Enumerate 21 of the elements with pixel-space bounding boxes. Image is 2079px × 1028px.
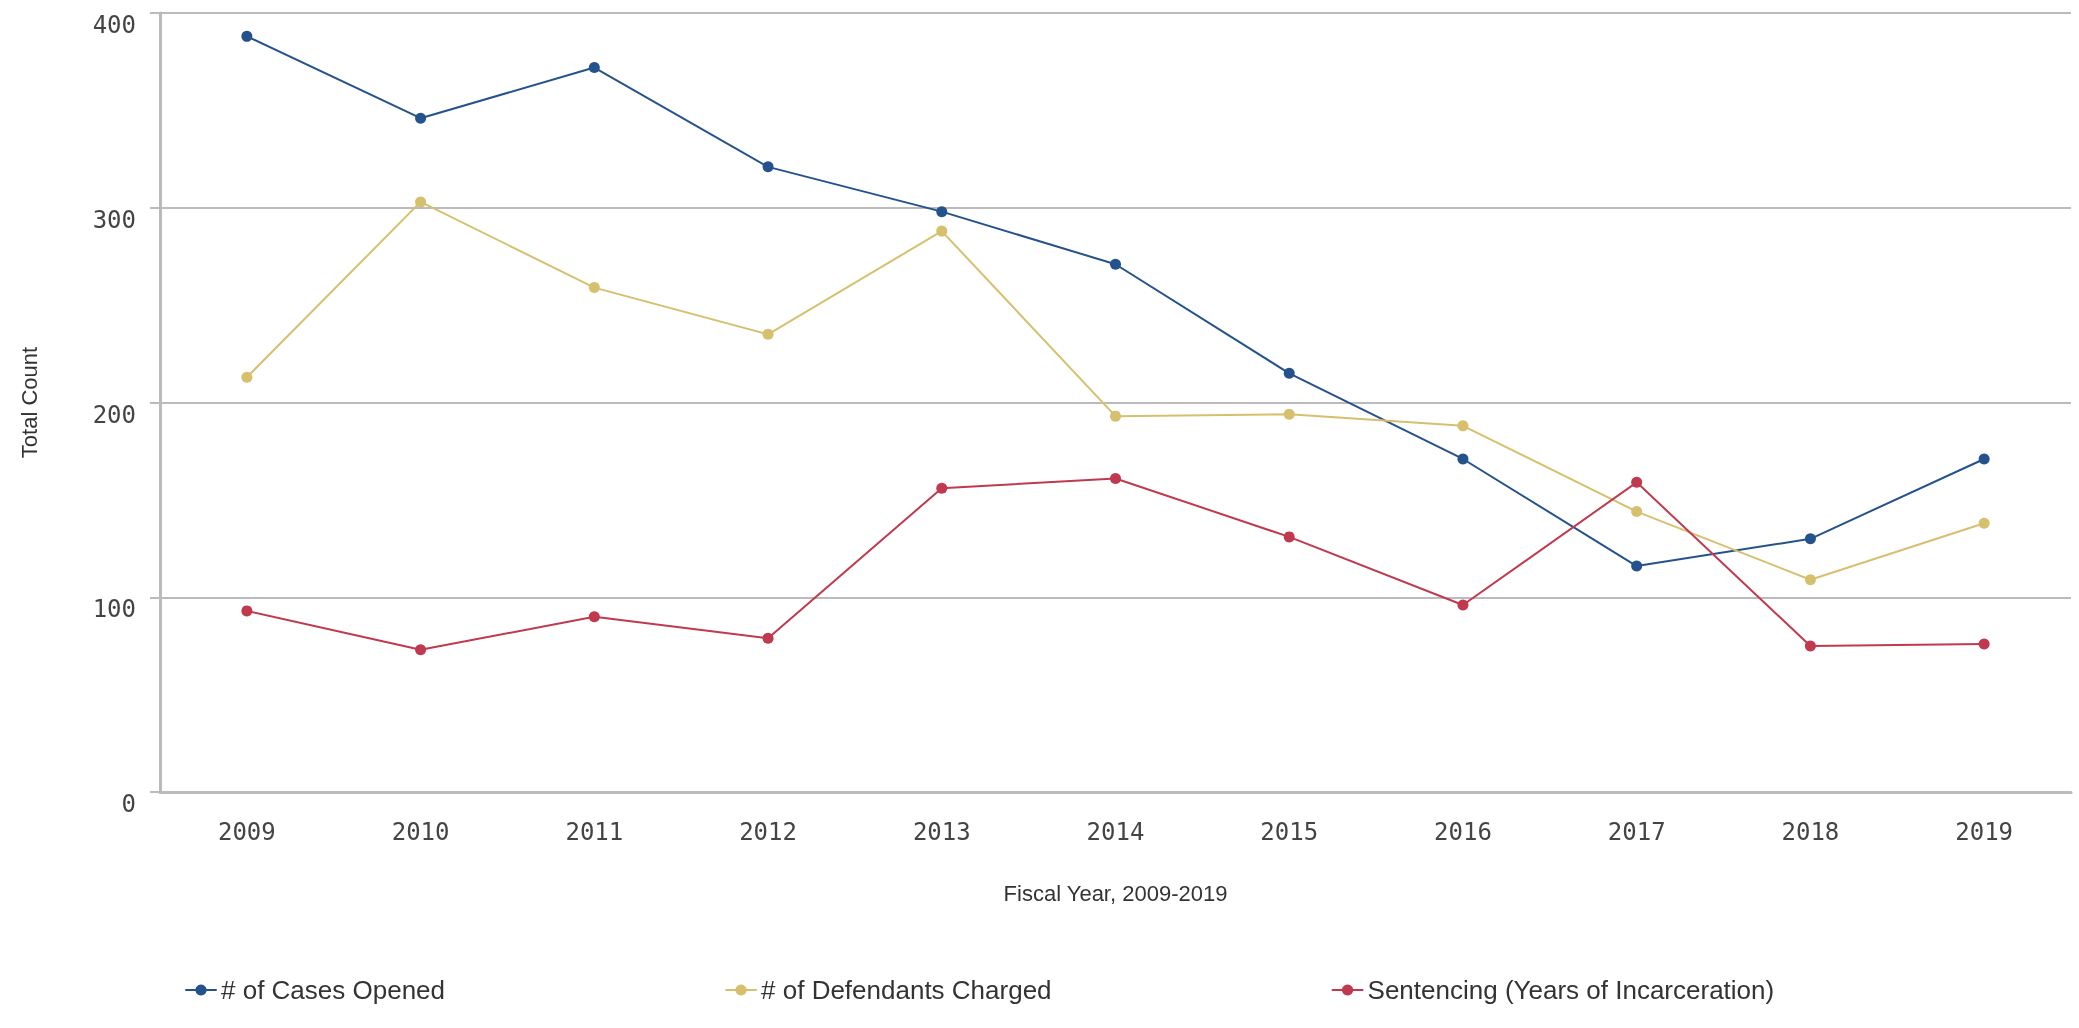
x-tick-label: 2019: [1955, 818, 2014, 846]
legend-label: Sentencing (Years of Incarceration): [1367, 975, 1775, 1005]
y-tick-label: 200: [92, 400, 136, 429]
x-tick-label: 2009: [217, 818, 276, 846]
x-tick-label: 2010: [391, 818, 450, 846]
y-axis-title: Total Count: [16, 346, 42, 459]
x-tick-label: 2018: [1781, 818, 1840, 846]
x-tick-label: 2016: [1434, 818, 1492, 846]
y-tick-label: 0: [121, 790, 136, 818]
x-tick-label: 2011: [565, 818, 624, 846]
x-tick-label: 2013: [912, 818, 971, 846]
y-tick-label: 400: [92, 11, 136, 39]
x-tick-label: 2014: [1086, 818, 1145, 846]
legend-label: # of Defendants Charged: [761, 975, 1052, 1005]
x-tick-label: 2017: [1607, 818, 1666, 846]
x-tick-label: 2012: [739, 818, 797, 846]
x-tick-label: 2015: [1260, 818, 1319, 846]
y-tick-label: 100: [92, 595, 136, 624]
x-axis-title: Fiscal Year, 2009-2019: [1003, 880, 1228, 906]
y-tick-label: 300: [92, 205, 136, 234]
legend-label: # of Cases Opened: [221, 975, 446, 1005]
